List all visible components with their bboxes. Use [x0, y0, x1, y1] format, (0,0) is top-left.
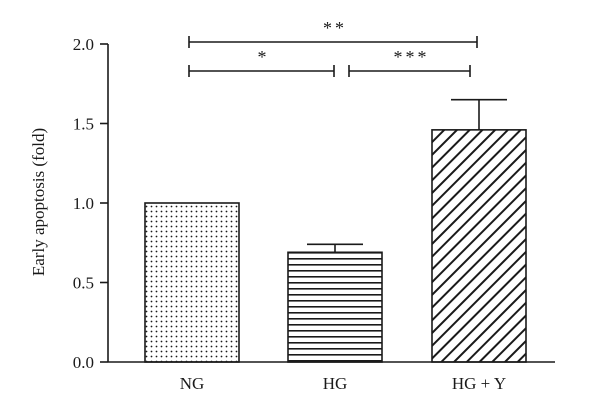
bar-ng [144, 202, 240, 363]
x-tick-label-hg-y: HG + Y [452, 374, 506, 393]
x-tick-label-ng: NG [180, 374, 205, 393]
sig-3-label: *** [394, 47, 430, 67]
y-tick-label-1.0: 1.0 [73, 194, 94, 213]
y-tick-label-0.5: 0.5 [73, 274, 94, 293]
bar-hg [287, 251, 383, 363]
sig-1-label: ** [323, 18, 347, 38]
sig-2-label: * [258, 47, 270, 67]
x-tick-label-hg: HG [323, 374, 348, 393]
bar-hg-y [431, 129, 527, 363]
y-axis-label: Early apoptosis (fold) [29, 128, 48, 276]
y-tick-label-2.0: 2.0 [73, 35, 94, 54]
y-tick-label-1.5: 1.5 [73, 115, 94, 134]
y-tick-label-0.0: 0.0 [73, 353, 94, 372]
